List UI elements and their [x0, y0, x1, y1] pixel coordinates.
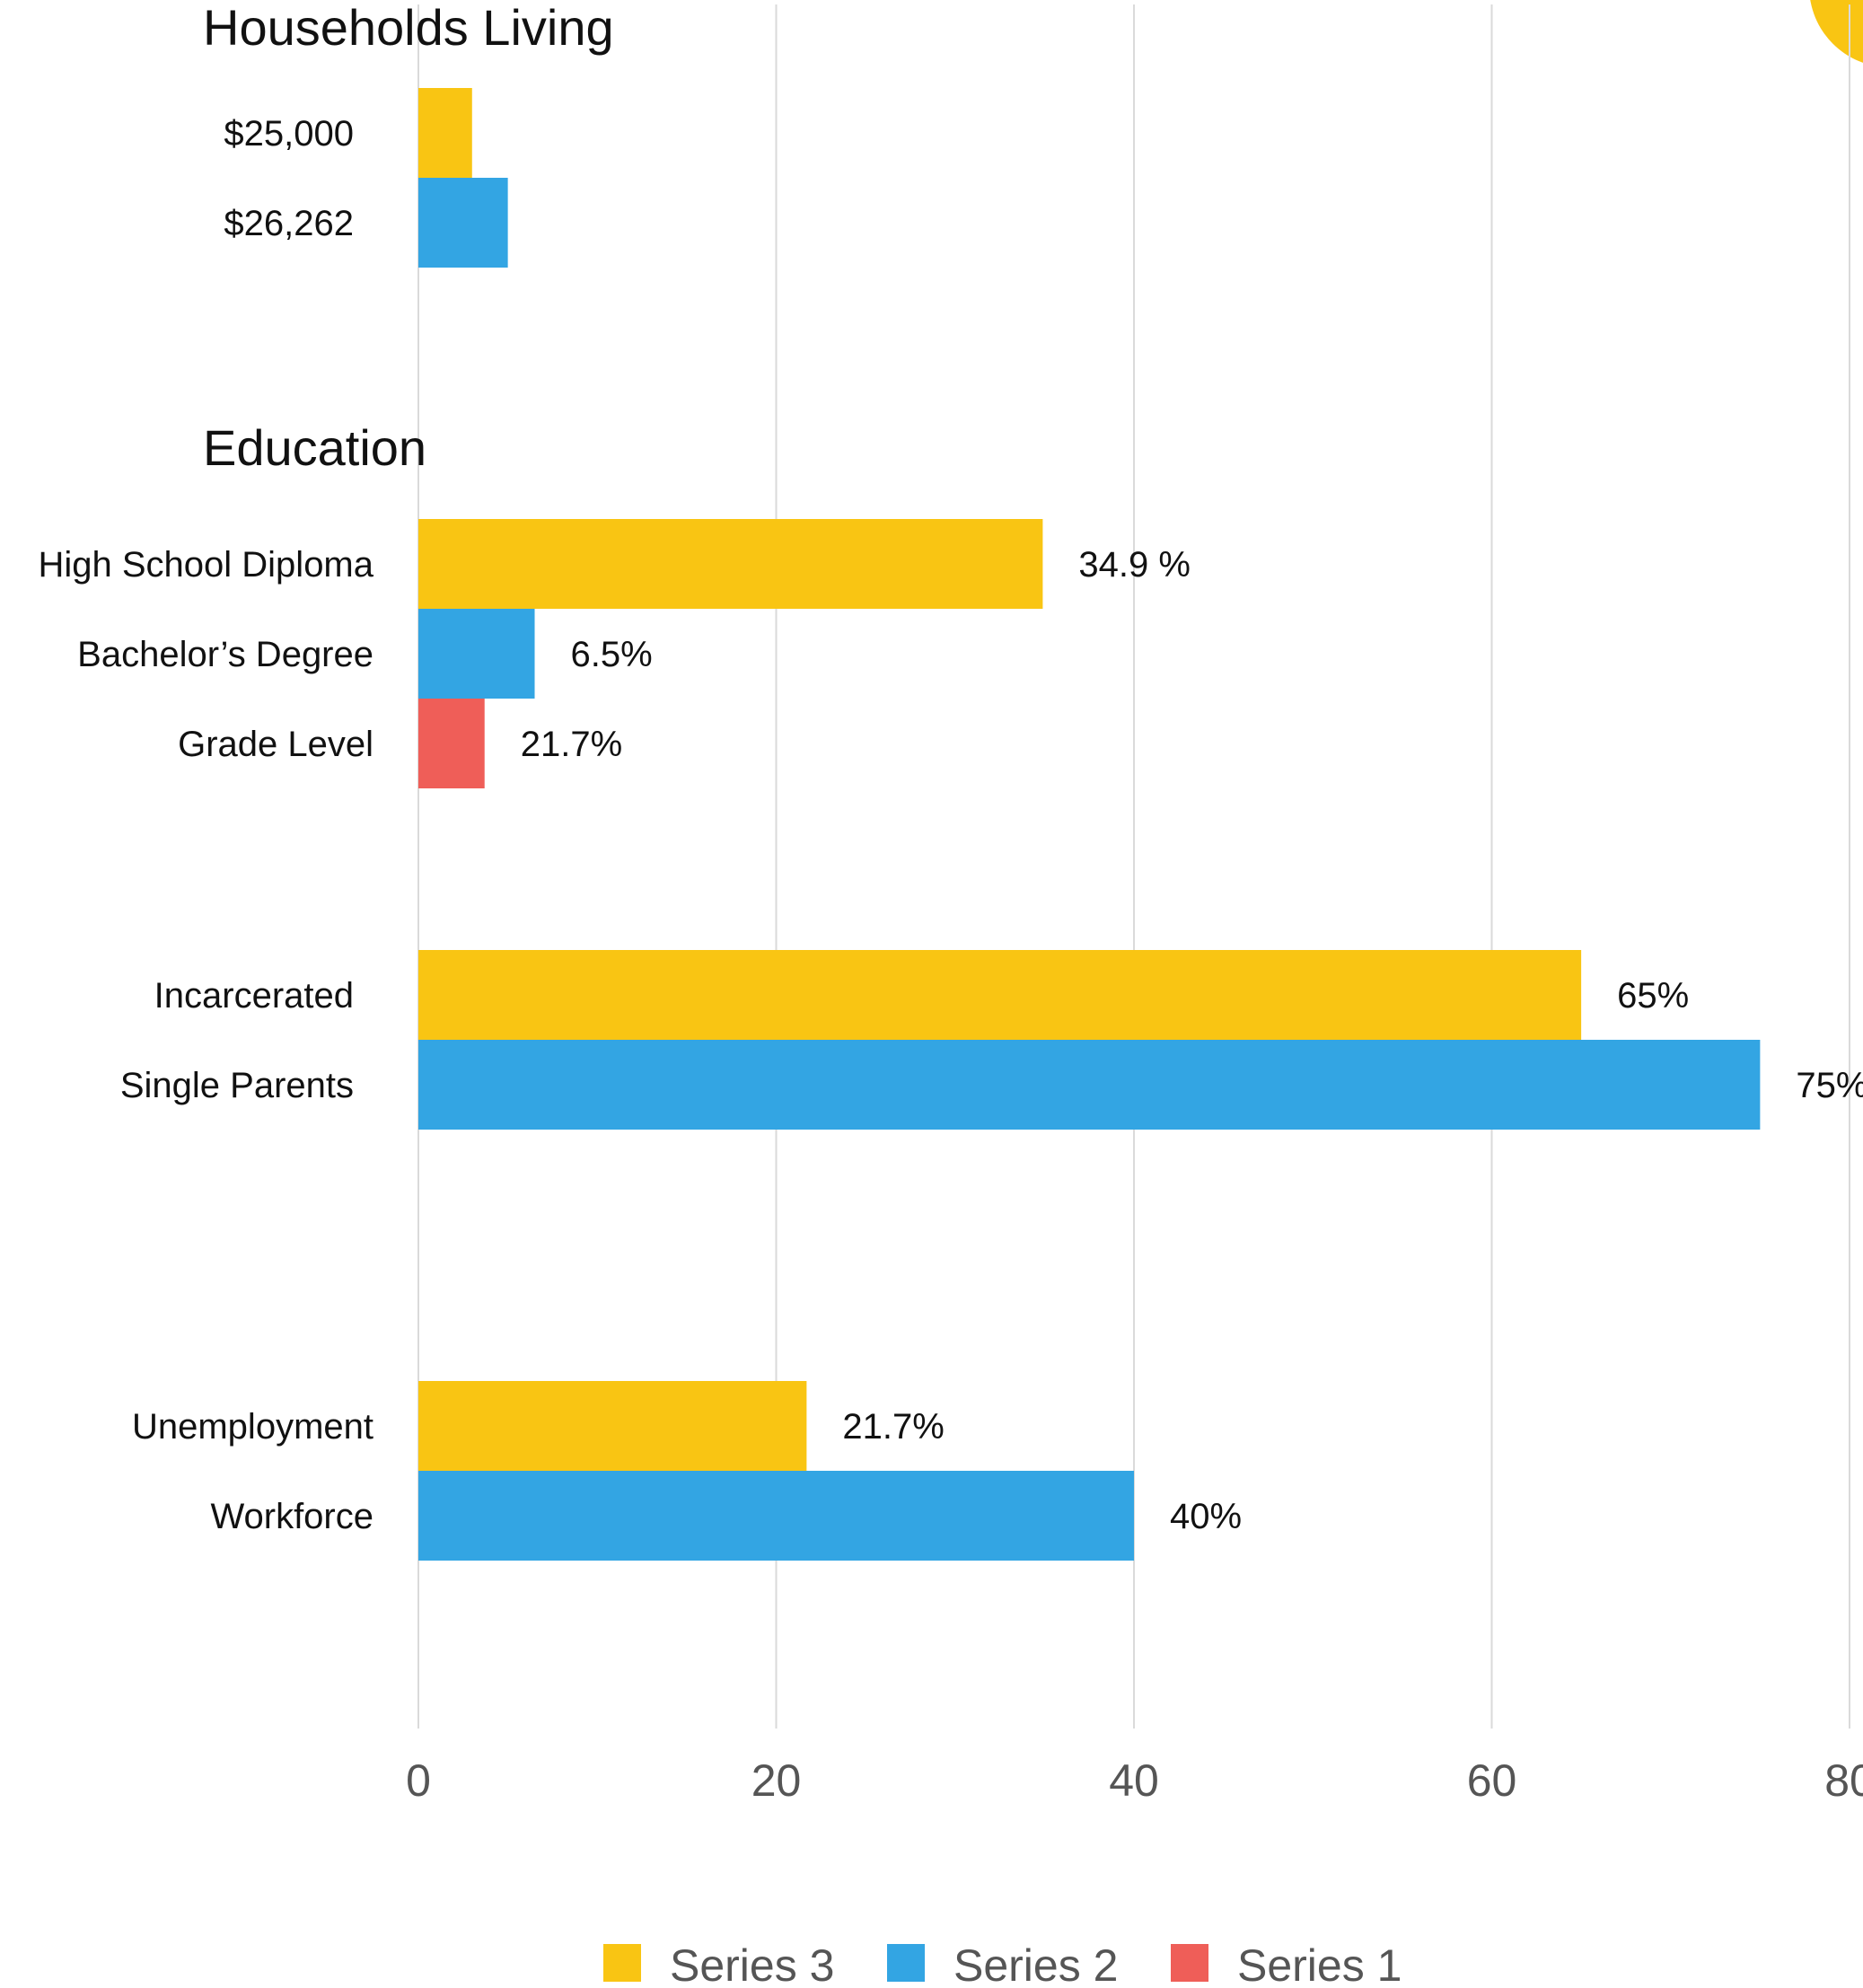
x-tick-20: 20 [751, 1755, 802, 1806]
category-label-single-parents: Single Parents [120, 1066, 354, 1105]
bar-incarcerated [418, 950, 1582, 1040]
section-title-education: Education [203, 419, 426, 476]
legend-swatch-series-3 [603, 1944, 641, 1982]
data-label-workforce: 40% [1170, 1497, 1242, 1536]
category-label-26-262: $26,262 [224, 204, 354, 243]
legend: Series 3 Series 2 Series 1 [603, 1940, 1402, 1988]
legend-swatch-series-2 [887, 1944, 925, 1982]
category-label-incarcerated: Incarcerated [154, 976, 354, 1016]
bar-single-parents [418, 1040, 1761, 1130]
category-label-unemployment: Unemployment [132, 1407, 373, 1447]
data-label-grade-level: 21.7% [521, 725, 622, 764]
category-label-grade-level: Grade Level [178, 725, 373, 764]
x-tick-60: 60 [1467, 1755, 1517, 1806]
category-label-high-school-diploma: High School Diploma [38, 545, 373, 585]
legend-label-series-2: Series 2 [953, 1940, 1118, 1988]
bar-25-000 [418, 88, 472, 178]
data-label-incarcerated: 65% [1617, 976, 1689, 1016]
bar-26-262 [418, 178, 508, 268]
bar-workforce [418, 1471, 1134, 1561]
category-label-workforce: Workforce [210, 1497, 373, 1536]
data-label-single-parents: 75% [1796, 1066, 1863, 1105]
section-title-households-living: Households Living [203, 0, 614, 56]
x-tick-0: 0 [406, 1755, 431, 1806]
x-tick-40: 40 [1109, 1755, 1159, 1806]
bar-bachelor-s-degree [418, 609, 535, 699]
data-label-unemployment: 21.7% [842, 1407, 944, 1447]
category-label-bachelor-s-degree: Bachelor’s Degree [77, 635, 373, 674]
bar-unemployment [418, 1381, 807, 1471]
data-label-high-school-diploma: 34.9 % [1078, 545, 1191, 585]
section-titles: Households Living Education [203, 0, 614, 476]
category-label-25-000: $25,000 [224, 114, 354, 154]
data-label-bachelor-s-degree: 6.5% [571, 635, 653, 674]
bar-grade-level [418, 699, 485, 788]
decorative-yellow-circle [1810, 0, 1863, 63]
data-labels: 34.9 % 6.5% 21.7% 65% 75% 21.7% 40% [521, 545, 1863, 1536]
x-tick-80: 80 [1824, 1755, 1863, 1806]
bars [418, 88, 1761, 1561]
category-labels: $25,000 $26,262 High School Diploma Bachelo… [38, 114, 373, 1536]
legend-label-series-3: Series 3 [670, 1940, 834, 1988]
legend-label-series-1: Series 1 [1237, 1940, 1402, 1988]
bar-high-school-diploma [418, 519, 1043, 609]
legend-swatch-series-1 [1171, 1944, 1208, 1982]
x-axis-ticks: 0 20 40 60 80 [406, 1755, 1863, 1806]
